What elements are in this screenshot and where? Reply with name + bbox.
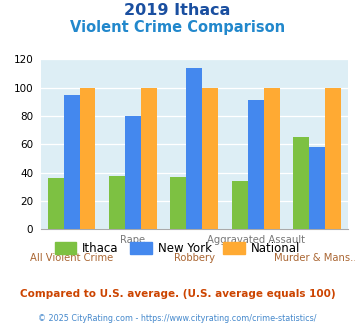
Text: © 2025 CityRating.com - https://www.cityrating.com/crime-statistics/: © 2025 CityRating.com - https://www.city…: [38, 314, 317, 323]
Legend: Ithaca, New York, National: Ithaca, New York, National: [50, 237, 305, 260]
Text: 2019 Ithaca: 2019 Ithaca: [124, 3, 231, 18]
Bar: [293, 137, 309, 229]
Bar: [325, 88, 341, 229]
Bar: [80, 88, 95, 229]
Bar: [109, 176, 125, 229]
Text: Compared to U.S. average. (U.S. average equals 100): Compared to U.S. average. (U.S. average …: [20, 289, 335, 299]
Bar: [232, 181, 248, 229]
Bar: [309, 147, 325, 229]
Text: Rape: Rape: [120, 235, 146, 245]
Bar: [202, 88, 218, 229]
Bar: [248, 100, 264, 229]
Bar: [48, 178, 64, 229]
Bar: [186, 68, 202, 229]
Bar: [170, 177, 186, 229]
Bar: [141, 88, 157, 229]
Text: All Violent Crime: All Violent Crime: [30, 253, 113, 263]
Text: Murder & Mans...: Murder & Mans...: [274, 253, 355, 263]
Bar: [64, 95, 80, 229]
Text: Aggravated Assault: Aggravated Assault: [207, 235, 305, 245]
Bar: [264, 88, 280, 229]
Text: Violent Crime Comparison: Violent Crime Comparison: [70, 20, 285, 35]
Bar: [125, 116, 141, 229]
Text: Robbery: Robbery: [174, 253, 215, 263]
